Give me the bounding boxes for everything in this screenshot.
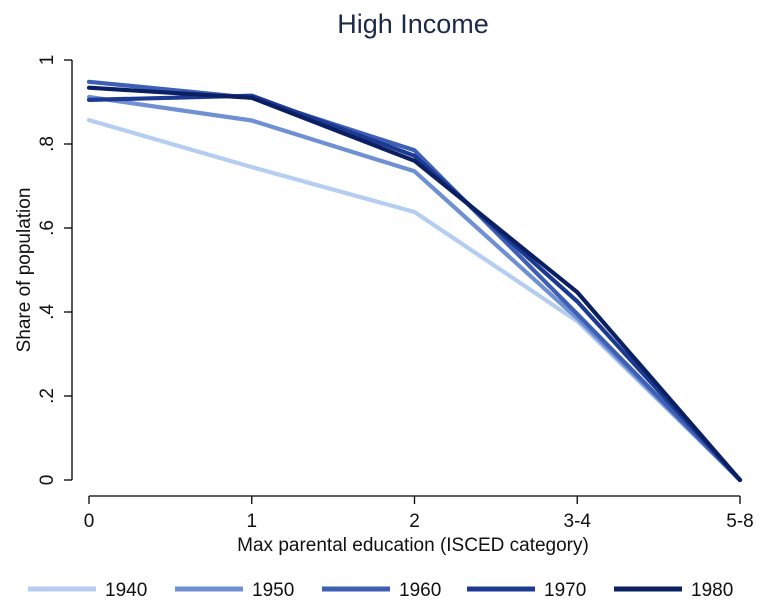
legend-label-1950: 1950 — [252, 580, 294, 601]
legend: 1940 1950 1960 1970 1980 — [28, 580, 733, 601]
legend-label-1970: 1970 — [544, 580, 586, 601]
x-tick-label: 0 — [84, 511, 95, 532]
x-tick-label: 2 — [409, 511, 420, 532]
y-tick-label: .4 — [37, 304, 58, 320]
y-tick-label: .2 — [37, 388, 58, 404]
y-axis: 0 .2 .4 .6 .8 1 — [37, 55, 73, 486]
chart-title: High Income — [337, 9, 489, 39]
y-tick-label: 0 — [37, 475, 58, 486]
legend-label-1940: 1940 — [105, 580, 147, 601]
series-line-1960 — [86, 79, 743, 483]
x-tick-label: 3-4 — [564, 511, 592, 532]
x-axis: 0 1 2 3-4 5-8 — [84, 495, 754, 532]
x-tick-label: 1 — [246, 511, 257, 532]
x-axis-label: Max parental education (ISCED category) — [237, 535, 589, 556]
legend-label-1960: 1960 — [399, 580, 441, 601]
series-layer — [86, 79, 743, 483]
y-tick-label: .6 — [37, 220, 58, 236]
series-line-1970 — [86, 93, 743, 483]
y-tick-label: 1 — [37, 55, 58, 66]
series-line-1980 — [86, 85, 743, 483]
x-tick-label: 5-8 — [726, 511, 753, 532]
legend-label-1980: 1980 — [691, 580, 733, 601]
y-axis-label: Share of population — [14, 188, 35, 353]
y-tick-label: .8 — [37, 136, 58, 152]
